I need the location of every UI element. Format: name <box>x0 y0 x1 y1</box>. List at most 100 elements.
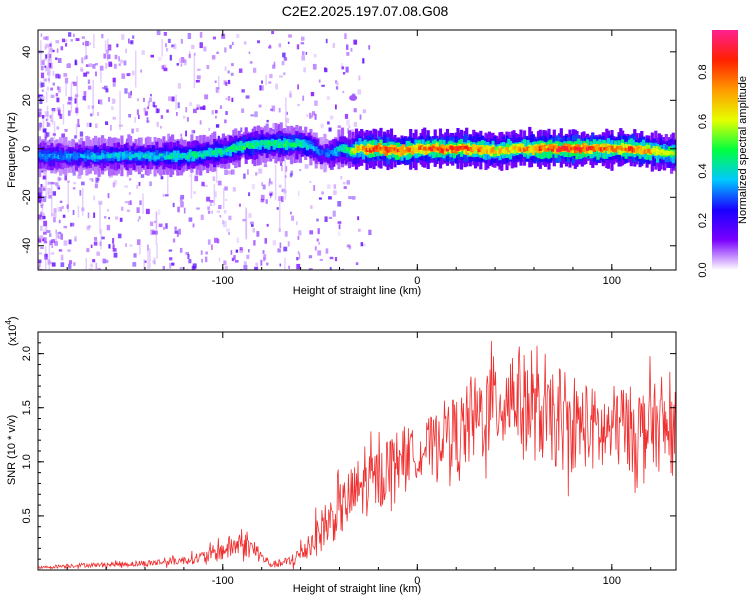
ridge-cell <box>220 150 224 155</box>
noise-cell <box>93 195 95 201</box>
ridge-cell <box>309 144 313 148</box>
ridge-cell <box>642 146 646 151</box>
ridge-cell <box>396 148 401 152</box>
noise-cell <box>256 231 260 237</box>
ridge-cell <box>225 149 229 156</box>
ridge-cell <box>59 153 63 159</box>
noise-cell <box>149 97 152 103</box>
noise-cell <box>39 200 42 204</box>
noise-cell <box>138 216 141 220</box>
ridge-cell <box>325 152 329 158</box>
ridge-cell <box>363 148 367 152</box>
noise-cell <box>241 108 245 113</box>
noise-cell <box>320 123 324 129</box>
noise-cell <box>40 203 44 206</box>
noise-cell <box>317 228 320 235</box>
noise-cell <box>64 39 68 43</box>
noise-cell <box>98 268 101 270</box>
ridge-cell <box>643 146 647 153</box>
noise-cell <box>281 165 283 172</box>
noise-cell <box>177 206 180 213</box>
noise-cell <box>341 66 345 70</box>
ridge-cell <box>76 155 80 158</box>
ridge-cell <box>165 151 169 159</box>
noise-cell <box>326 96 330 100</box>
ridge-cell <box>557 147 562 152</box>
ridge-cell <box>624 147 628 151</box>
noise-cell <box>269 178 271 184</box>
noise-cell <box>81 181 85 186</box>
noise-cell <box>301 55 305 61</box>
ridge-cell <box>673 151 676 155</box>
ridge-cell <box>384 146 388 156</box>
ridge-cell <box>360 145 364 149</box>
noise-cell <box>112 248 117 252</box>
noise-cell <box>290 211 292 215</box>
noise-cell <box>42 237 47 242</box>
noise-cell <box>40 184 43 187</box>
noise-cell <box>318 197 322 200</box>
noise-cell <box>84 41 89 47</box>
ridge-cell <box>293 143 297 147</box>
noise-cell <box>118 56 120 62</box>
noise-cell <box>121 34 125 40</box>
noise-cell <box>289 90 293 95</box>
ridge-cell <box>339 145 343 150</box>
noise-cell <box>105 88 109 93</box>
noise-cell <box>296 257 299 261</box>
noise-cell <box>246 254 250 260</box>
noise-cell <box>44 253 48 258</box>
ridge-cell <box>664 150 668 156</box>
noise-cell <box>262 184 266 190</box>
ridge-cell <box>213 150 217 157</box>
ridge-cell <box>524 146 528 150</box>
ridge-cell <box>571 146 576 150</box>
ridge-cell <box>550 144 555 152</box>
ridge-cell <box>83 155 87 158</box>
noise-streak <box>46 105 49 121</box>
noise-cell <box>58 177 62 181</box>
noise-cell <box>225 82 228 86</box>
noise-cell <box>279 263 282 267</box>
ridge-cell <box>375 145 380 150</box>
ridge-cell <box>643 149 647 154</box>
noise-cell <box>86 122 89 128</box>
ridge-cell <box>636 146 640 151</box>
noise-cell <box>193 191 196 194</box>
noise-cell <box>82 96 86 101</box>
noise-cell <box>144 111 148 116</box>
ridge-cell <box>550 148 555 152</box>
noise-cell <box>79 190 82 196</box>
ridge-cell <box>111 154 115 158</box>
noise-cell <box>45 43 49 48</box>
noise-cell <box>314 113 317 120</box>
noise-cell <box>42 128 47 133</box>
noise-cell <box>97 177 100 181</box>
noise-cell <box>41 60 45 66</box>
ridge-cell <box>370 146 374 151</box>
noise-cell <box>205 256 208 263</box>
snr-panel: -100 0 100 0.5 1.0 1.5 2.0 Height of straight … <box>4 316 677 595</box>
ridge-cell <box>449 145 453 150</box>
noise-cell <box>128 192 131 195</box>
noise-cell <box>223 210 227 214</box>
noise-cell <box>179 247 183 253</box>
noise-cell <box>41 115 45 119</box>
noise-streak <box>48 44 50 83</box>
noise-cell <box>346 180 350 185</box>
ridge-cell <box>428 146 432 150</box>
noise-cell <box>179 197 183 202</box>
noise-cell <box>43 58 47 61</box>
noise-cell <box>105 62 108 69</box>
ridge-cell <box>368 148 373 153</box>
ridge-cell <box>563 146 567 151</box>
noise-cell <box>346 44 349 50</box>
noise-cell <box>157 56 162 61</box>
ridge-cell <box>410 147 415 155</box>
noise-cell <box>264 238 267 244</box>
ridge-cell <box>80 154 84 158</box>
ridge-cell <box>570 147 574 151</box>
noise-cell <box>346 119 350 126</box>
noise-streak <box>67 181 69 213</box>
ridge-cell <box>234 145 238 149</box>
